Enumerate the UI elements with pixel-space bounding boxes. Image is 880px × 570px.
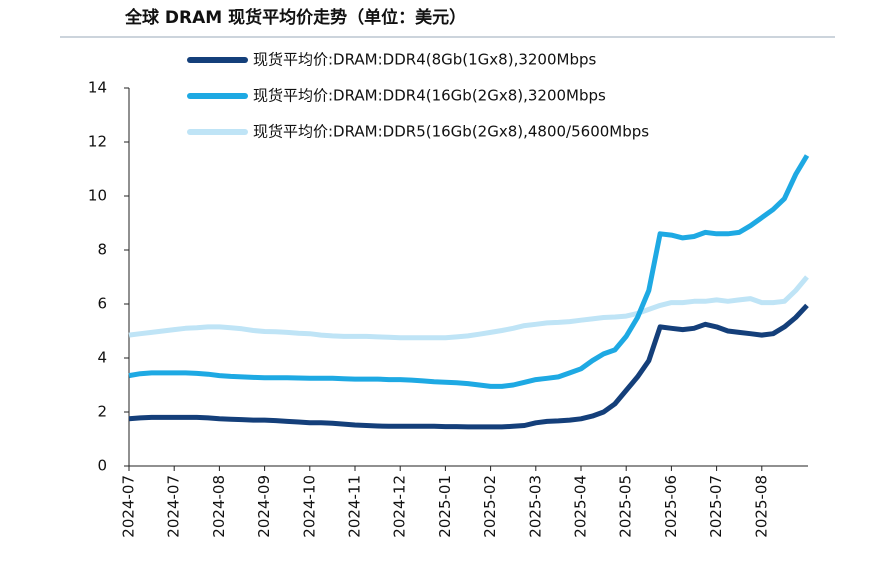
- x-tick-label: 2025-02: [481, 475, 499, 538]
- x-tick-label: 2024-09: [255, 475, 273, 538]
- y-tick-label: 4: [97, 349, 107, 367]
- x-tick-label: 2025-07: [707, 475, 725, 538]
- y-tick-label: 2: [97, 403, 107, 421]
- y-tick-label: 12: [88, 133, 107, 151]
- x-tick-label: 2024-12: [391, 475, 409, 538]
- x-tick-label: 2025-06: [662, 475, 680, 538]
- series-line: [128, 303, 809, 430]
- x-tick-label: 2025-05: [617, 475, 635, 538]
- series-line: [128, 154, 810, 389]
- y-tick-label: 6: [97, 295, 107, 313]
- legend-label: 现货平均价:DRAM:DDR4(8Gb(1Gx8),3200Mbps: [253, 51, 597, 69]
- x-tick-label: 2024-08: [210, 475, 228, 538]
- chart-title: 全球 DRAM 现货平均价走势（单位：美元）: [124, 7, 466, 28]
- y-tick-label: 0: [97, 457, 107, 475]
- x-tick-label: 2024-11: [346, 475, 364, 538]
- y-tick-label: 10: [88, 187, 107, 205]
- x-tick-label: 2025-08: [752, 475, 770, 538]
- x-tick-label: 2025-04: [572, 475, 590, 538]
- x-tick-label: 2025-03: [526, 475, 544, 538]
- legend-label: 现货平均价:DRAM:DDR5(16Gb(2Gx8),4800/5600Mbps: [253, 123, 649, 141]
- legend-label: 现货平均价:DRAM:DDR4(16Gb(2Gx8),3200Mbps: [253, 87, 606, 105]
- x-tick-label: 2024-07: [120, 475, 138, 538]
- x-tick-label: 2024-07: [165, 475, 183, 538]
- series-line: [128, 275, 809, 341]
- y-tick-label: 14: [88, 79, 107, 97]
- y-tick-label: 8: [97, 241, 107, 259]
- x-tick-label: 2024-10: [300, 475, 318, 538]
- x-tick-label: 2025-01: [436, 475, 454, 538]
